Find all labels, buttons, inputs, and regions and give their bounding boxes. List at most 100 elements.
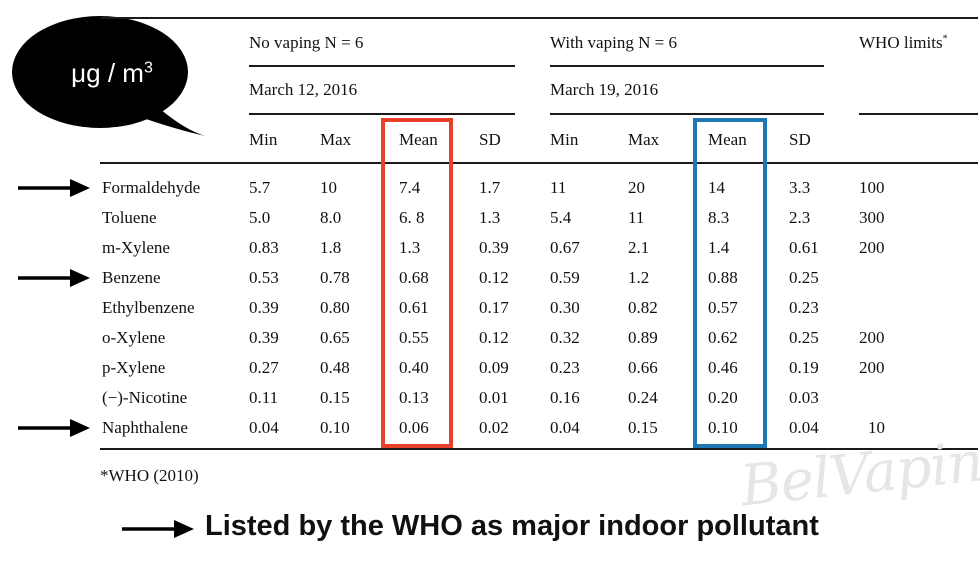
group-header-with-vaping: With vaping N = 6 — [550, 33, 677, 52]
highlight-mean-with-vaping — [693, 118, 767, 448]
value-cell: 0.55 — [399, 328, 429, 347]
value-cell: 0.68 — [399, 268, 429, 287]
value-cell: 0.19 — [789, 358, 819, 377]
value-cell: 3.3 — [789, 178, 811, 197]
value-cell: 0.62 — [708, 328, 738, 347]
header-bottom-rule — [100, 162, 978, 164]
value-cell: 0.04 — [249, 418, 279, 437]
value-cell: 0.80 — [320, 298, 350, 317]
group2-date-rule — [550, 113, 824, 115]
legend-arrow-icon — [122, 520, 194, 538]
column-header: SD — [479, 130, 501, 149]
value-cell: 5.0 — [249, 208, 271, 227]
value-cell: 1.3 — [399, 238, 421, 257]
value-cell: 0.66 — [628, 358, 658, 377]
compound-name: p-Xylene — [102, 358, 166, 377]
value-cell: 0.10 — [320, 418, 350, 437]
arrow-right-icon — [18, 269, 90, 287]
value-cell: 0.67 — [550, 238, 580, 257]
value-cell: 0.20 — [708, 388, 738, 407]
value-cell: 0.53 — [249, 268, 279, 287]
value-cell: 0.30 — [550, 298, 580, 317]
value-cell: 0.65 — [320, 328, 350, 347]
column-header: Mean — [399, 130, 438, 149]
table-bottom-rule — [100, 448, 978, 450]
who-limit-cell: 200 — [859, 358, 885, 377]
value-cell: 2.1 — [628, 238, 650, 257]
value-cell: 0.24 — [628, 388, 658, 407]
compound-name: (−)-Nicotine — [102, 388, 188, 407]
watermark-logo: BelVaping — [737, 425, 980, 520]
value-cell: 0.17 — [479, 298, 509, 317]
value-cell: 0.15 — [628, 418, 658, 437]
value-cell: 0.61 — [399, 298, 429, 317]
legend-caption: Listed by the WHO as major indoor pollut… — [205, 510, 819, 542]
column-header: Min — [249, 130, 278, 149]
value-cell: 0.02 — [479, 418, 509, 437]
who-limit-cell: 300 — [859, 208, 885, 227]
footnote: *WHO (2010) — [100, 466, 199, 485]
value-cell: 0.09 — [479, 358, 509, 377]
value-cell: 0.61 — [789, 238, 819, 257]
value-cell: 7.4 — [399, 178, 421, 197]
value-cell: 5.7 — [249, 178, 271, 197]
value-cell: 0.03 — [789, 388, 819, 407]
value-cell: 0.27 — [249, 358, 279, 377]
compound-name: m-Xylene — [102, 238, 170, 257]
who-limit-cell: 200 — [859, 328, 885, 347]
group1-rule — [249, 65, 515, 67]
value-cell: 0.12 — [479, 328, 509, 347]
value-cell: 0.39 — [479, 238, 509, 257]
group-header-no-vaping: No vaping N = 6 — [249, 33, 364, 52]
who-rule — [859, 113, 978, 115]
who-limit-cell: 200 — [859, 238, 885, 257]
value-cell: 14 — [708, 178, 725, 197]
group-header-who: WHO limits* — [859, 33, 948, 52]
value-cell: 8.0 — [320, 208, 342, 227]
value-cell: 0.16 — [550, 388, 580, 407]
value-cell: 1.4 — [708, 238, 730, 257]
value-cell: 0.89 — [628, 328, 658, 347]
value-cell: 0.13 — [399, 388, 429, 407]
value-cell: 11 — [628, 208, 645, 227]
value-cell: 0.25 — [789, 268, 819, 287]
value-cell: 0.23 — [789, 298, 819, 317]
value-cell: 0.12 — [479, 268, 509, 287]
value-cell: 0.15 — [320, 388, 350, 407]
value-cell: 5.4 — [550, 208, 572, 227]
value-cell: 0.39 — [249, 298, 279, 317]
compound-name: Ethylbenzene — [102, 298, 195, 317]
compound-name: Formaldehyde — [102, 178, 201, 197]
group2-rule — [550, 65, 824, 67]
arrow-right-icon — [18, 179, 90, 197]
unit-speech-bubble: μg / m3 — [10, 10, 210, 140]
value-cell: 0.04 — [789, 418, 819, 437]
value-cell: 0.88 — [708, 268, 738, 287]
value-cell: 1.3 — [479, 208, 501, 227]
compound-name: Toluene — [102, 208, 157, 227]
value-cell: 0.11 — [249, 388, 279, 407]
column-header: Min — [550, 130, 579, 149]
compound-name: o-Xylene — [102, 328, 166, 347]
value-cell: 0.57 — [708, 298, 738, 317]
column-header: Max — [320, 130, 352, 149]
compound-name: Naphthalene — [102, 418, 188, 437]
who-limit-cell: 100 — [859, 178, 885, 197]
compound-name: Benzene — [102, 268, 161, 287]
value-cell: 11 — [550, 178, 567, 197]
value-cell: 20 — [628, 178, 645, 197]
group-date-no-vaping: March 12, 2016 — [249, 80, 358, 99]
arrow-right-icon — [18, 419, 90, 437]
speech-bubble-shape — [12, 16, 205, 136]
column-header: Mean — [708, 130, 747, 149]
value-cell: 1.7 — [479, 178, 501, 197]
value-cell: 0.82 — [628, 298, 658, 317]
unit-label: μg / m3 — [71, 58, 153, 88]
value-cell: 0.59 — [550, 268, 580, 287]
value-cell: 0.48 — [320, 358, 350, 377]
value-cell: 0.83 — [249, 238, 279, 257]
value-cell: 0.32 — [550, 328, 580, 347]
highlight-mean-no-vaping — [381, 118, 453, 448]
column-header: Max — [628, 130, 660, 149]
value-cell: 2.3 — [789, 208, 811, 227]
